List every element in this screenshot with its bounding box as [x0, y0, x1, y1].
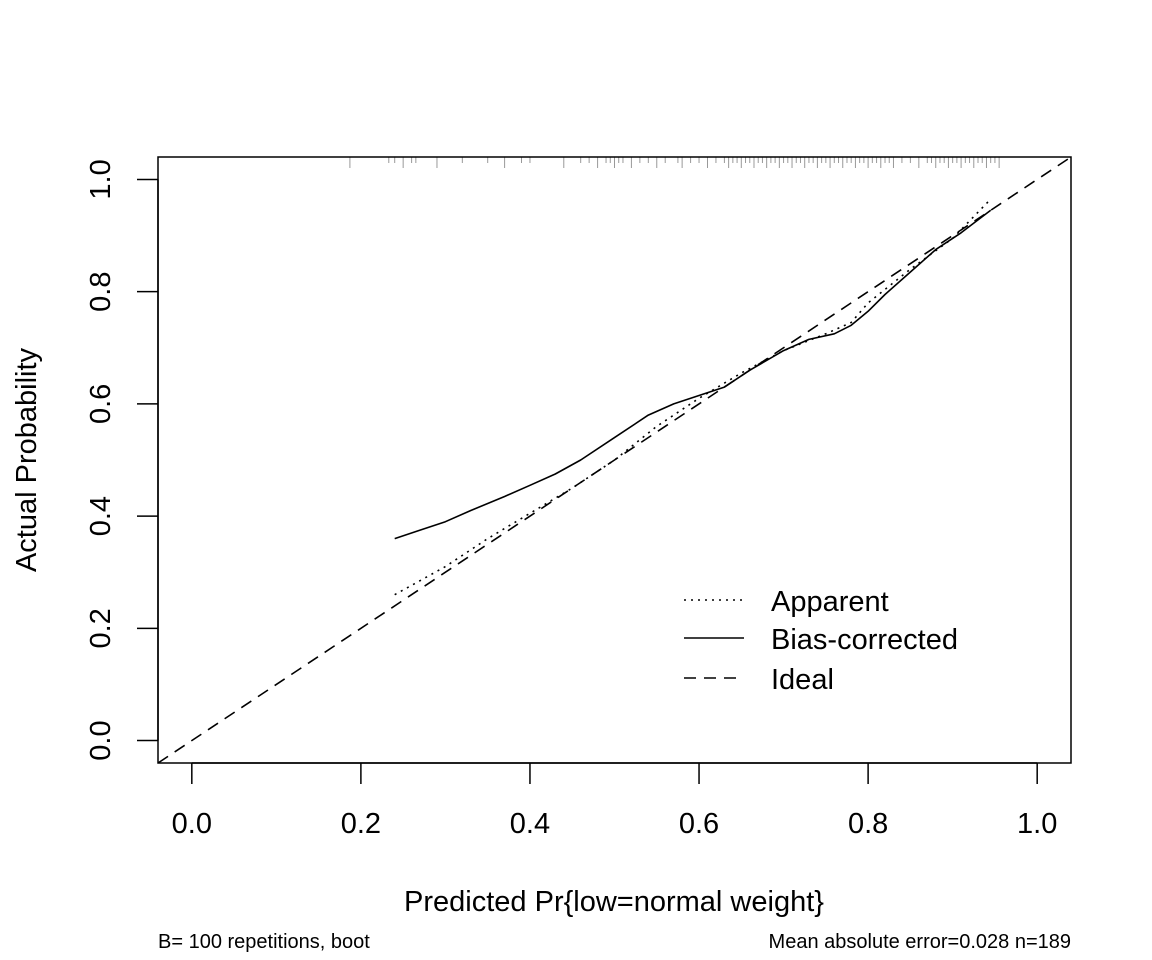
- footer-repetitions: B= 100 repetitions, boot: [158, 931, 370, 953]
- y-tick-label: 0.2: [85, 608, 117, 648]
- x-tick-label: 0.6: [679, 808, 719, 840]
- y-tick-label: 1.0: [85, 159, 117, 199]
- rug-marks: [349, 157, 1000, 168]
- y-tick-label: 0.4: [85, 496, 117, 536]
- x-tick-label: 0.2: [341, 808, 381, 840]
- series-lines: [157, 156, 1072, 764]
- legend: Apparent Bias-corrected Ideal: [684, 586, 958, 696]
- x-tick-label: 0.0: [172, 808, 212, 840]
- y-tick-label: 0.0: [85, 720, 117, 760]
- x-tick-label: 0.8: [848, 808, 888, 840]
- series-line-ideal: [157, 156, 1072, 764]
- y-axis: 0.0 0.2 0.4 0.6 0.8 1.0: [85, 159, 159, 761]
- series-line-bias-corrected: [394, 209, 992, 540]
- series-line-apparent: [394, 198, 992, 596]
- legend-label-apparent: Apparent: [771, 586, 889, 618]
- x-axis-label: Predicted Pr{low=normal weight}: [404, 886, 824, 918]
- legend-label-ideal: Ideal: [771, 664, 834, 696]
- x-axis: 0.0 0.2 0.4 0.6 0.8 1.0: [172, 762, 1057, 840]
- legend-label-bias-corrected: Bias-corrected: [771, 624, 958, 656]
- x-tick-label: 0.4: [510, 808, 550, 840]
- y-axis-label: Actual Probability: [11, 347, 43, 572]
- y-tick-label: 0.6: [85, 384, 117, 424]
- x-tick-label: 1.0: [1017, 808, 1057, 840]
- footer-mean-absolute-error: Mean absolute error=0.028 n=189: [769, 931, 1071, 953]
- y-tick-label: 0.8: [85, 272, 117, 312]
